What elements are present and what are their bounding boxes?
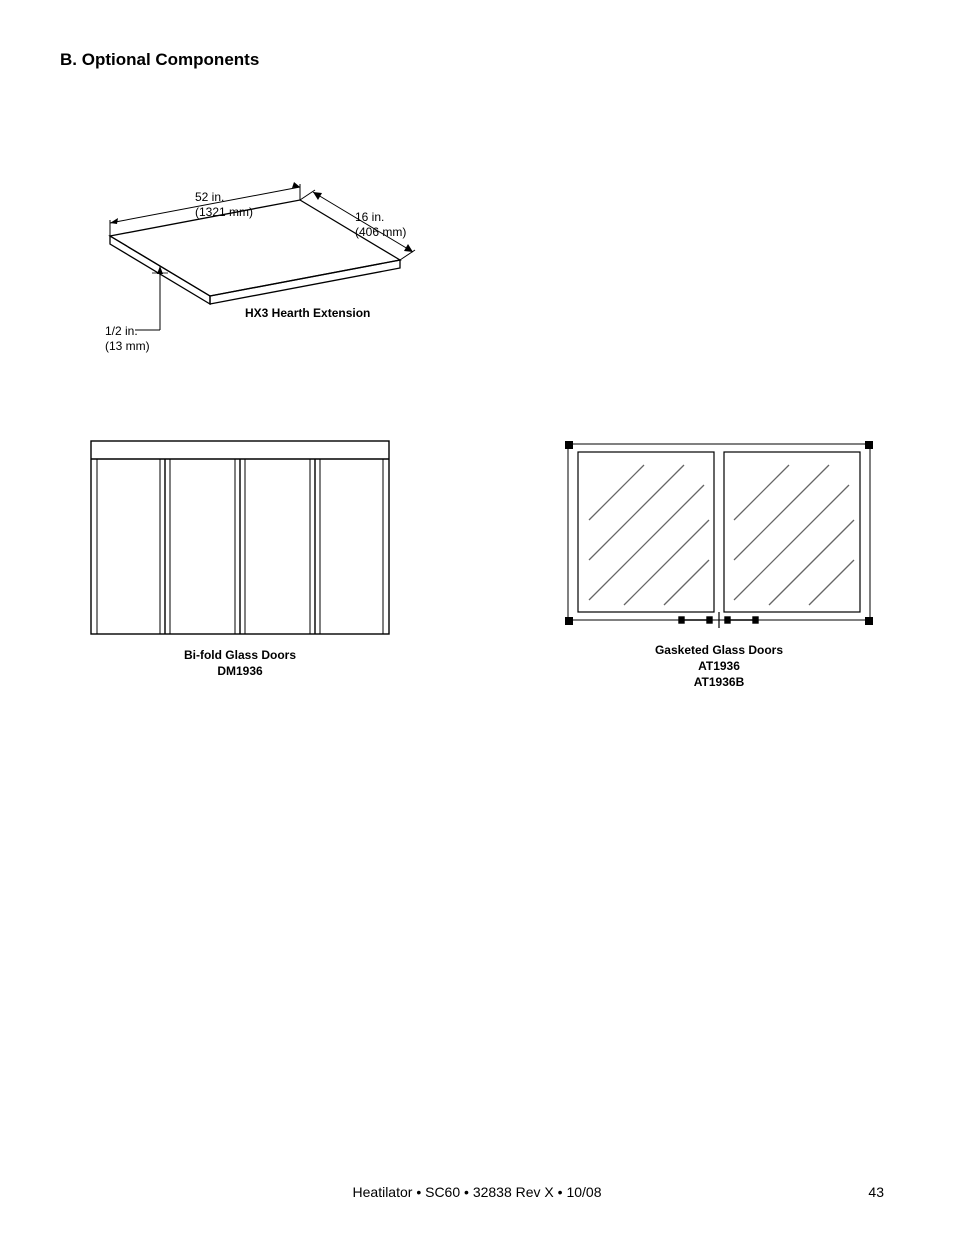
gasketed-caption-line3: AT1936B [694,675,744,689]
hearth-extension-diagram: 52 in. (1321 mm) 16 in. (406 mm) 1/2 in.… [90,130,430,360]
bifold-caption: Bi-fold Glass Doors DM1936 [184,647,296,679]
hearth-thick-mm: (13 mm) [105,339,150,353]
gasketed-door-block: Gasketed Glass Doors AT1936 AT1936B [564,440,874,691]
page-footer: Heatilator • SC60 • 32838 Rev X • 10/08 [0,1184,954,1200]
hearth-depth-in: 16 in. [355,210,384,224]
hearth-thickness-label: 1/2 in. (13 mm) [105,324,150,354]
gasketed-caption-line1: Gasketed Glass Doors [655,643,783,657]
hearth-depth-label: 16 in. (406 mm) [355,210,406,240]
bifold-door-block: Bi-fold Glass Doors DM1936 [90,440,390,679]
doors-row: Bi-fold Glass Doors DM1936 [60,440,894,691]
hearth-thick-in: 1/2 in. [105,324,138,338]
hearth-width-label: 52 in. (1321 mm) [195,190,253,220]
hearth-caption: HX3 Hearth Extension [245,306,370,321]
gasketed-caption: Gasketed Glass Doors AT1936 AT1936B [655,642,783,691]
hearth-width-mm: (1321 mm) [195,205,253,219]
page-number: 43 [868,1184,884,1200]
gasketed-svg [564,440,874,630]
bifold-caption-line2: DM1936 [217,664,262,678]
bifold-svg [90,440,390,635]
hearth-depth-mm: (406 mm) [355,225,406,239]
bifold-caption-line1: Bi-fold Glass Doors [184,648,296,662]
section-heading: B. Optional Components [60,50,894,70]
gasketed-caption-line2: AT1936 [698,659,740,673]
hearth-width-in: 52 in. [195,190,224,204]
